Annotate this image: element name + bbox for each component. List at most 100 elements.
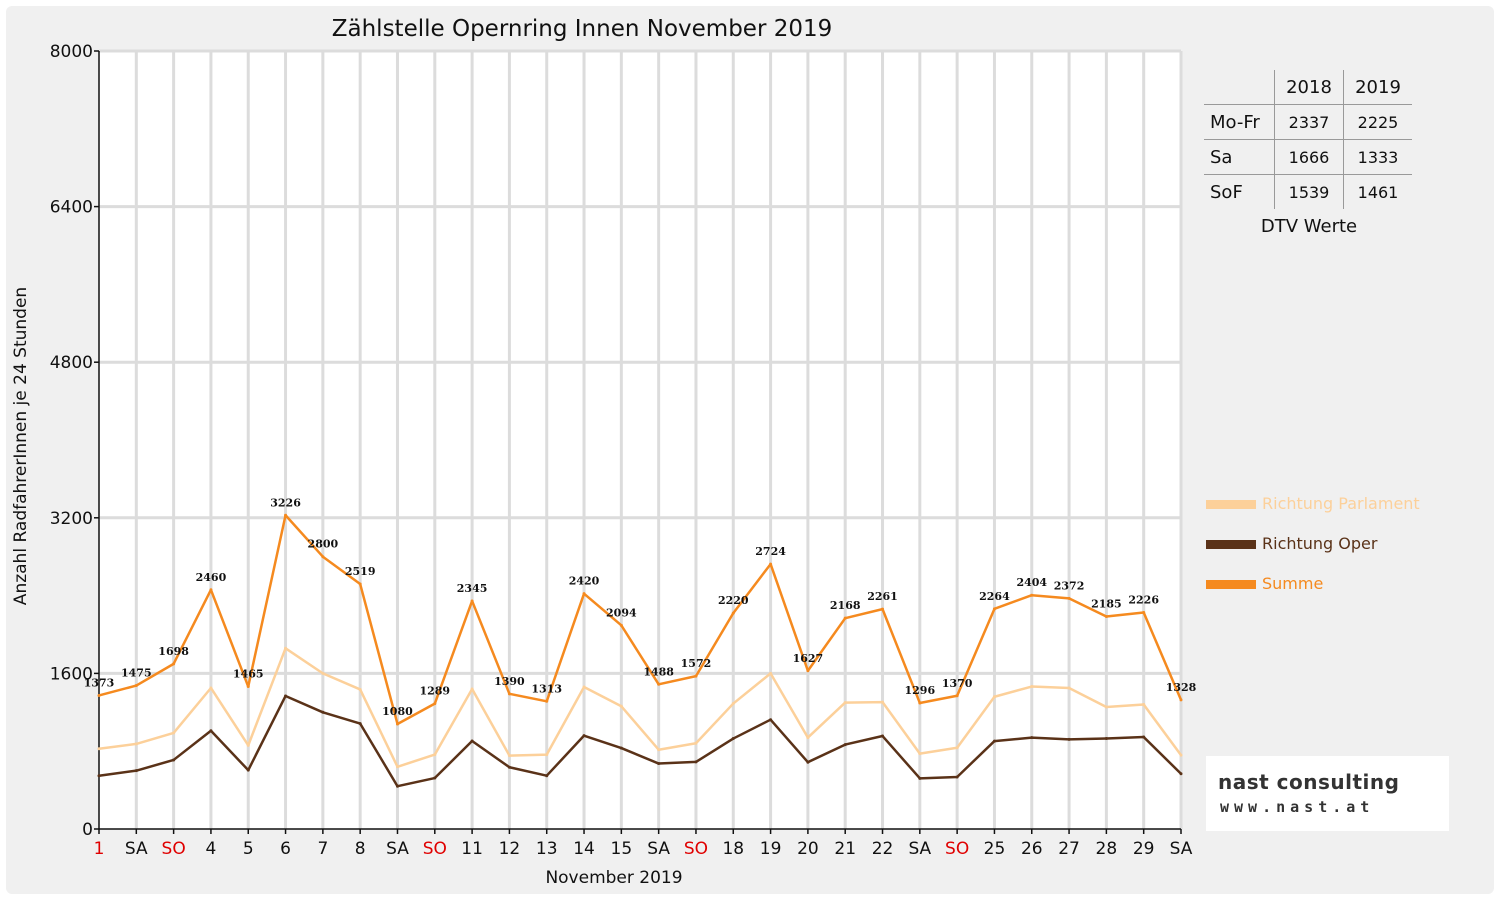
x-tick-label: 28	[1096, 839, 1118, 859]
data-label: 1313	[531, 682, 562, 695]
x-tick-label: 14	[573, 839, 595, 859]
data-label: 2800	[308, 538, 339, 551]
data-point-richtung-parlament	[881, 700, 885, 704]
data-label: 1080	[382, 705, 413, 718]
data-label: 2420	[569, 575, 600, 588]
dtv-cell: 1666	[1274, 139, 1344, 175]
data-point-richtung-oper	[246, 768, 250, 772]
plot-area	[99, 51, 1181, 829]
data-point-summe	[1104, 615, 1108, 619]
x-tick-label: SA	[647, 839, 670, 859]
logo-name: nast consulting	[1218, 770, 1400, 794]
labels-layer: 1373 1475 1698 2460 1465 3226 2800 2519 1080 1289…	[84, 496, 1197, 718]
x-tick-label: SA	[125, 839, 148, 859]
data-label: 2372	[1054, 579, 1085, 592]
data-label: 2226	[1128, 594, 1159, 607]
data-point-summe	[172, 662, 176, 666]
data-point-richtung-parlament	[395, 765, 399, 769]
data-label: 2460	[196, 571, 227, 584]
series-line-richtung-oper	[98, 694, 1182, 788]
x-tick-label: SO	[945, 839, 969, 859]
data-point-summe	[358, 582, 362, 586]
data-point-richtung-parlament	[172, 731, 176, 735]
dtv-header-row: 2018 2019	[1204, 70, 1412, 105]
y-tick-label: 6400	[50, 198, 93, 218]
data-point-richtung-oper	[619, 746, 623, 750]
data-point-summe	[881, 607, 885, 611]
data-point-richtung-oper	[470, 739, 474, 743]
dtv-cell: 1539	[1274, 174, 1344, 209]
y-tick-label: 8000	[50, 42, 93, 62]
data-point-richtung-parlament	[209, 686, 213, 690]
data-point-richtung-parlament	[1030, 685, 1034, 689]
data-point-richtung-oper	[507, 765, 511, 769]
data-point-summe	[731, 611, 735, 615]
x-tick-label: 11	[461, 839, 483, 859]
data-label: 1465	[233, 668, 264, 681]
data-point-richtung-oper	[1179, 772, 1183, 776]
data-point-richtung-oper	[769, 718, 773, 722]
data-point-richtung-parlament	[619, 704, 623, 708]
x-tick-label: 8	[355, 839, 366, 859]
x-tick-label: 18	[722, 839, 744, 859]
data-label: 1373	[84, 676, 115, 689]
dtv-cell: 2225	[1343, 104, 1412, 140]
series-line-richtung-parlament	[98, 647, 1183, 769]
data-point-richtung-parlament	[806, 736, 810, 740]
data-point-richtung-parlament	[358, 687, 362, 691]
data-point-richtung-parlament	[134, 742, 138, 746]
dtv-cell: 2337	[1274, 104, 1344, 140]
data-point-richtung-oper	[843, 743, 847, 747]
data-label: 1296	[905, 684, 936, 697]
data-point-summe	[1067, 596, 1071, 600]
x-tick-label: SA	[1170, 839, 1193, 859]
data-point-richtung-parlament	[657, 748, 661, 752]
x-tick-label: 5	[243, 839, 254, 859]
logo-url: www.nast.at	[1220, 798, 1375, 816]
data-point-summe	[545, 699, 549, 703]
data-point-summe	[1179, 698, 1183, 702]
dtv-row-label: Sa	[1204, 139, 1275, 175]
data-point-summe	[134, 684, 138, 688]
y-tick-label: 1600	[50, 664, 93, 684]
x-tick-label: SO	[162, 839, 186, 859]
data-point-richtung-parlament	[1104, 705, 1108, 709]
legend-label-summe: Summe	[1262, 574, 1324, 593]
data-point-summe	[507, 692, 511, 696]
data-point-richtung-parlament	[769, 671, 773, 675]
data-label: 1289	[419, 685, 450, 698]
x-axis-label: November 2019	[545, 868, 682, 888]
data-point-summe	[582, 592, 586, 596]
data-label: 1475	[121, 667, 152, 680]
x-tick-label: 25	[984, 839, 1006, 859]
data-point-richtung-parlament	[1142, 703, 1146, 707]
legend-item-oper: Richtung Oper	[1206, 534, 1377, 553]
data-point-richtung-parlament	[1067, 686, 1071, 690]
data-point-richtung-parlament	[470, 687, 474, 691]
data-point-summe	[321, 555, 325, 559]
data-point-richtung-oper	[284, 694, 288, 698]
data-point-richtung-parlament	[731, 702, 735, 706]
y-tick-label: 3200	[50, 509, 93, 529]
series-line-summe	[98, 514, 1183, 726]
data-point-richtung-parlament	[955, 746, 959, 750]
data-point-richtung-parlament	[507, 754, 511, 758]
dtv-table: 2018 2019 Mo-Fr 2337 2225 Sa 1666 1333 S…	[1204, 70, 1412, 209]
x-tick-label: 29	[1133, 839, 1155, 859]
data-point-summe	[284, 513, 288, 517]
data-label: 2185	[1091, 598, 1122, 611]
data-label: 1627	[793, 652, 824, 665]
y-tick-label: 4800	[50, 353, 93, 373]
dtv-header-2019: 2019	[1343, 70, 1412, 105]
x-tick-label: 26	[1021, 839, 1043, 859]
data-point-richtung-oper	[731, 737, 735, 741]
data-point-richtung-parlament	[1179, 753, 1183, 757]
legend-item-summe: Summe	[1206, 574, 1323, 593]
data-point-summe	[843, 616, 847, 620]
data-point-summe	[918, 701, 922, 705]
data-point-richtung-oper	[395, 784, 399, 788]
x-tick-label: SO	[423, 839, 447, 859]
data-point-richtung-oper	[918, 776, 922, 780]
data-point-summe	[395, 722, 399, 726]
legend-label-oper: Richtung Oper	[1262, 534, 1378, 553]
